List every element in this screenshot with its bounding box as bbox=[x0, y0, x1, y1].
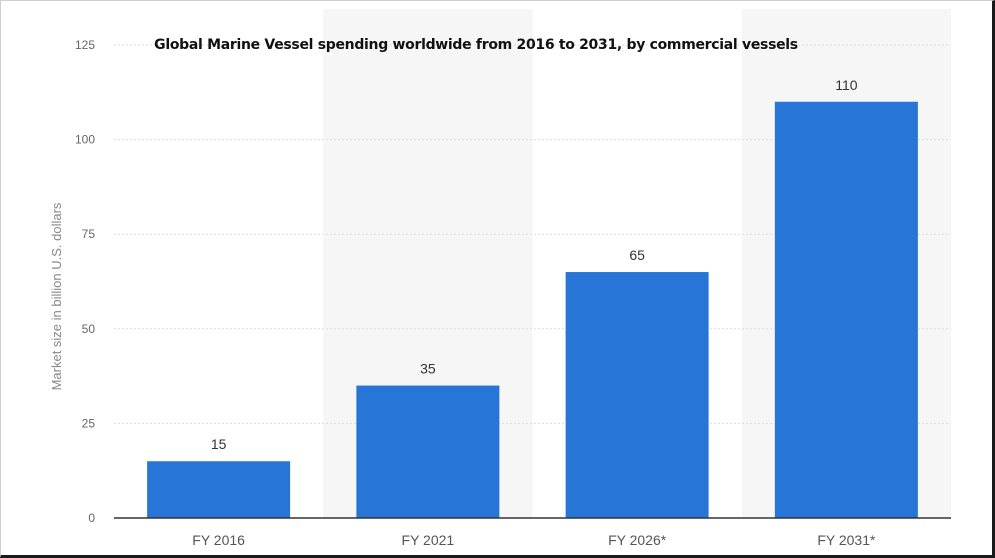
y-tick-label: 25 bbox=[82, 416, 96, 430]
data-labels: 15 35 65 110 bbox=[211, 77, 858, 452]
y-tick-label: 125 bbox=[75, 38, 95, 52]
chart-title: Global Marine Vessel spending worldwide … bbox=[154, 37, 798, 53]
y-tick-label: 50 bbox=[82, 322, 96, 336]
data-label: 65 bbox=[629, 247, 645, 263]
y-axis-label: Market size in billion U.S. dollars bbox=[49, 202, 64, 390]
data-label: 110 bbox=[835, 77, 858, 93]
data-label: 15 bbox=[211, 436, 227, 452]
y-tick-label: 0 bbox=[88, 511, 95, 525]
x-tick-label: FY 2021 bbox=[402, 532, 455, 548]
bar bbox=[147, 461, 291, 518]
y-axis-ticks: 0 25 50 75 100 125 bbox=[75, 38, 95, 525]
x-axis-ticks: FY 2016 FY 2021 FY 2026* FY 2031* bbox=[192, 532, 876, 548]
bar bbox=[565, 272, 709, 518]
y-tick-label: 75 bbox=[82, 227, 96, 241]
x-tick-label: FY 2026* bbox=[608, 532, 667, 548]
bars bbox=[147, 101, 918, 518]
y-tick-label: 100 bbox=[75, 133, 95, 147]
bar bbox=[356, 385, 500, 518]
bar bbox=[774, 101, 918, 518]
x-tick-label: FY 2031* bbox=[817, 532, 876, 548]
x-tick-label: FY 2016 bbox=[192, 532, 245, 548]
data-label: 35 bbox=[420, 361, 436, 377]
